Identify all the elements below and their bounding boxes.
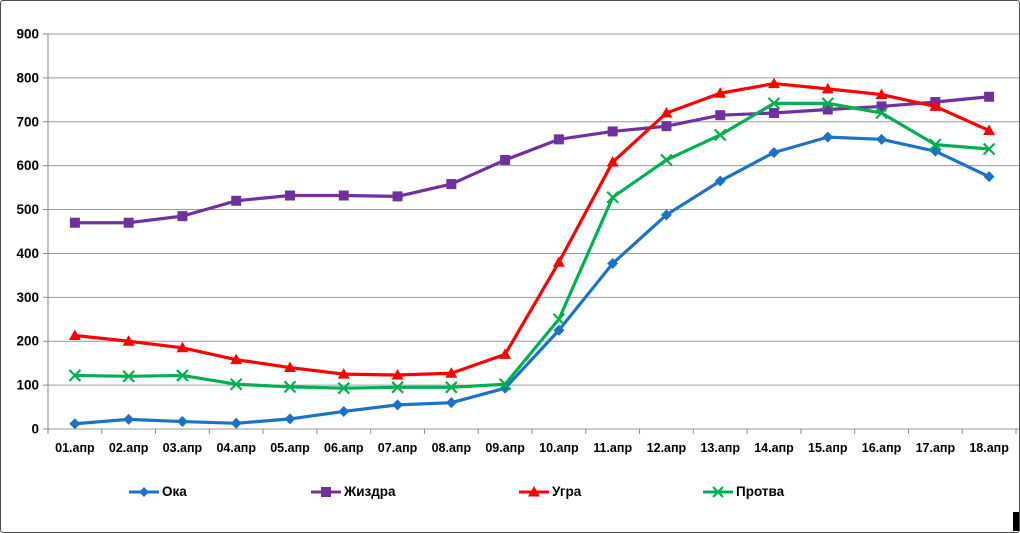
legend-label: Ока (162, 484, 187, 499)
svg-text:16.апр: 16.апр (862, 441, 902, 455)
svg-text:200: 200 (16, 334, 39, 349)
chart-legend: Ока Жиздра Угра Протва (1, 480, 1019, 504)
svg-text:02.апр: 02.апр (109, 441, 149, 455)
svg-text:100: 100 (16, 378, 39, 393)
ugra-line-marker-icon (519, 486, 549, 497)
svg-text:04.апр: 04.апр (216, 441, 256, 455)
svg-text:500: 500 (16, 202, 39, 217)
oka-line-marker-icon (129, 487, 159, 497)
svg-text:14.апр: 14.апр (754, 441, 794, 455)
svg-text:03.апр: 03.апр (163, 441, 203, 455)
legend-label: Протва (736, 484, 785, 499)
svg-text:07.апр: 07.апр (378, 441, 418, 455)
svg-text:15.апр: 15.апр (808, 441, 848, 455)
svg-text:09.апр: 09.апр (485, 441, 525, 455)
svg-text:01.апр: 01.апр (55, 441, 95, 455)
svg-text:300: 300 (16, 290, 39, 305)
legend-item-zhizdra: Жиздра (310, 480, 396, 504)
svg-text:17.апр: 17.апр (916, 441, 956, 455)
legend-item-protva: Протва (702, 480, 784, 504)
legend-item-ugra: Угра (518, 480, 581, 504)
svg-text:08.апр: 08.апр (432, 441, 472, 455)
svg-text:12.апр: 12.апр (647, 441, 687, 455)
corner-artifact (1013, 512, 1019, 531)
zhizdra-line-marker-icon (311, 487, 341, 497)
svg-text:10.апр: 10.апр (539, 441, 579, 455)
protva-line-marker-icon (703, 486, 733, 498)
svg-text:800: 800 (16, 70, 39, 85)
svg-text:900: 900 (16, 27, 39, 42)
svg-text:700: 700 (16, 114, 39, 129)
svg-text:11.апр: 11.апр (593, 441, 632, 455)
svg-text:06.апр: 06.апр (324, 441, 364, 455)
svg-text:0: 0 (31, 422, 39, 437)
legend-item-oka: Ока (128, 480, 187, 504)
svg-text:18.апр: 18.апр (969, 441, 1009, 455)
svg-text:600: 600 (16, 158, 39, 173)
svg-text:400: 400 (16, 246, 39, 261)
legend-label: Угра (552, 484, 582, 499)
svg-text:05.апр: 05.апр (270, 441, 310, 455)
svg-text:13.апр: 13.апр (700, 441, 740, 455)
legend-label: Жиздра (344, 484, 396, 499)
